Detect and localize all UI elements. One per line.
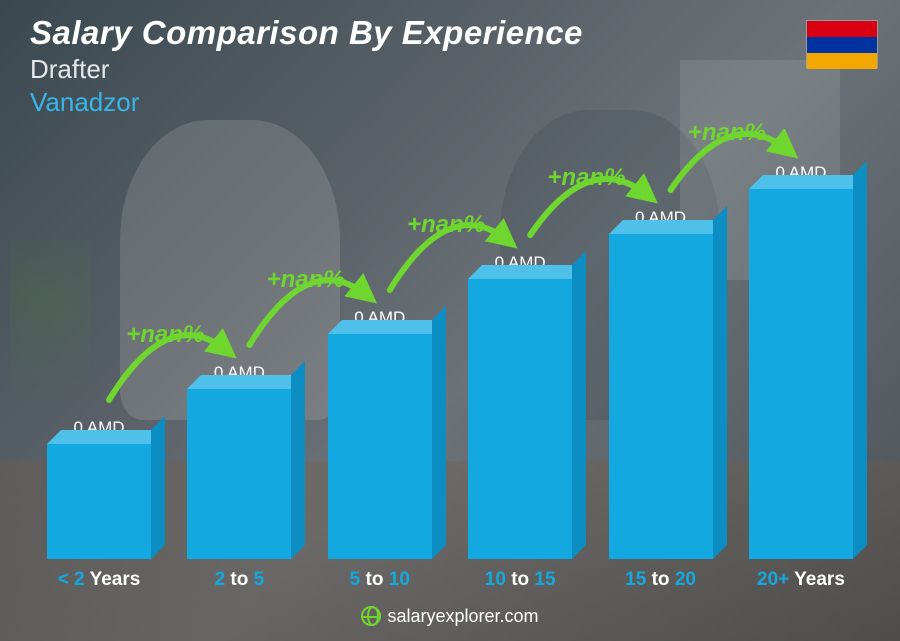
- bar-chart: 0 AMD0 AMD0 AMD0 AMD0 AMD0 AMD +nan%+nan…: [40, 129, 860, 559]
- bar-top-face: [47, 430, 165, 444]
- bar-top-face: [749, 175, 867, 189]
- bar-front-face: [47, 444, 151, 559]
- bar: [328, 334, 432, 559]
- bar: [47, 444, 151, 559]
- x-axis-label: < 2 Years: [40, 569, 158, 591]
- bar: [749, 189, 853, 559]
- flag-stripe: [807, 21, 877, 37]
- footer-url: salaryexplorer.com: [387, 606, 538, 627]
- bar-front-face: [468, 279, 572, 559]
- bar-side-face: [713, 206, 727, 559]
- x-axis-label: 5 to 10: [321, 569, 439, 591]
- x-axis-label: 20+ Years: [742, 569, 860, 591]
- bar-front-face: [328, 334, 432, 559]
- percent-label: +nan%: [407, 211, 485, 239]
- bar-slot: 0 AMD: [461, 253, 579, 559]
- bar-side-face: [572, 251, 586, 559]
- footer-text: salaryexplorer.com: [361, 606, 538, 627]
- bar-top-face: [187, 375, 305, 389]
- globe-icon: [361, 606, 381, 626]
- chart-subtitle: Drafter: [30, 54, 583, 85]
- bar-side-face: [291, 361, 305, 559]
- bar-slot: 0 AMD: [742, 163, 860, 559]
- bar: [468, 279, 572, 559]
- bar: [187, 389, 291, 559]
- bar-top-face: [468, 265, 586, 279]
- bar-front-face: [609, 234, 713, 559]
- title-block: Salary Comparison By Experience Drafter …: [30, 14, 583, 118]
- bar-top-face: [328, 320, 446, 334]
- bar-side-face: [151, 416, 165, 559]
- bar-side-face: [853, 161, 867, 559]
- bar: [609, 234, 713, 559]
- bar-front-face: [749, 189, 853, 559]
- x-axis-label: 15 to 20: [602, 569, 720, 591]
- chart-location: Vanadzor: [30, 87, 583, 118]
- bar-slot: 0 AMD: [180, 363, 298, 559]
- bar-slot: 0 AMD: [40, 418, 158, 559]
- bar-side-face: [432, 306, 446, 559]
- percent-label: +nan%: [126, 321, 204, 349]
- x-axis-label: 10 to 15: [461, 569, 579, 591]
- bar-top-face: [609, 220, 727, 234]
- x-axis-label: 2 to 5: [180, 569, 298, 591]
- bar-slot: 0 AMD: [602, 208, 720, 559]
- chart-title: Salary Comparison By Experience: [30, 14, 583, 52]
- flag-stripe: [807, 37, 877, 53]
- x-axis: < 2 Years 2 to 5 5 to 10 10 to 15 15 to 20 20…: [40, 569, 860, 591]
- bar-front-face: [187, 389, 291, 559]
- percent-label: +nan%: [547, 164, 625, 192]
- flag-stripe: [807, 53, 877, 69]
- percent-label: +nan%: [688, 119, 766, 147]
- country-flag: [806, 20, 878, 68]
- footer: salaryexplorer.com: [0, 606, 900, 632]
- chart-stage: Salary Comparison By Experience Drafter …: [0, 0, 900, 641]
- bar-slot: 0 AMD: [321, 308, 439, 559]
- percent-label: +nan%: [267, 266, 345, 294]
